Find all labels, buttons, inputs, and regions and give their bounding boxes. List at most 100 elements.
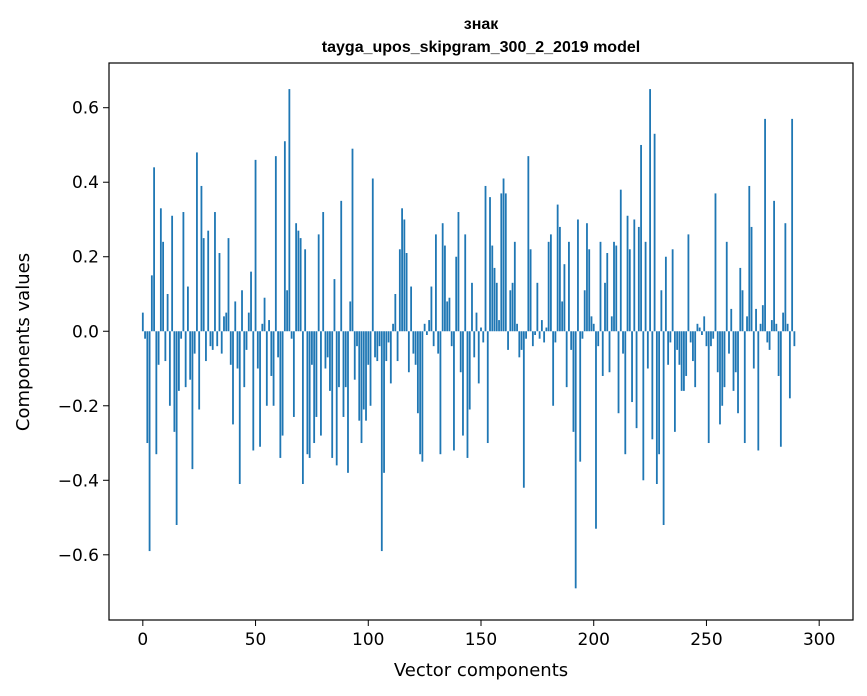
- bar: [651, 331, 654, 440]
- bar: [344, 331, 347, 388]
- y-tick-label: 0.4: [72, 173, 99, 193]
- bar: [353, 331, 356, 380]
- bar: [739, 267, 742, 332]
- bar: [196, 152, 198, 332]
- bar: [723, 331, 726, 388]
- bar: [518, 331, 521, 358]
- bar: [385, 331, 388, 362]
- bar: [491, 245, 494, 332]
- bar: [331, 331, 334, 458]
- bar: [734, 331, 737, 373]
- bar: [396, 331, 399, 362]
- bar: [281, 331, 284, 436]
- bar: [547, 241, 550, 332]
- bar: [741, 290, 744, 332]
- bar: [743, 331, 746, 444]
- y-tick-label: 0.0: [72, 322, 99, 342]
- bar: [466, 331, 469, 458]
- bar: [446, 301, 449, 332]
- bar: [347, 331, 349, 473]
- bar: [351, 148, 354, 332]
- bar: [457, 212, 460, 332]
- bar: [245, 331, 248, 350]
- bar: [556, 204, 559, 332]
- bar: [527, 156, 530, 332]
- bar: [750, 226, 753, 332]
- bar: [270, 331, 273, 376]
- y-tick-label: −0.4: [58, 471, 99, 491]
- bar: [279, 331, 282, 458]
- bar: [412, 331, 415, 354]
- bar: [710, 331, 712, 347]
- bar: [707, 331, 710, 444]
- bar: [283, 141, 286, 332]
- bar: [597, 331, 600, 347]
- bar: [615, 245, 618, 332]
- bar: [277, 331, 279, 358]
- bar: [437, 331, 440, 354]
- bar: [394, 293, 397, 332]
- bar: [757, 331, 760, 451]
- bar: [229, 331, 232, 365]
- bar: [601, 331, 604, 376]
- bar: [504, 193, 507, 332]
- bar: [509, 290, 512, 332]
- bar: [779, 331, 782, 447]
- bar: [441, 223, 444, 332]
- bar: [559, 226, 561, 332]
- bar: [335, 331, 338, 466]
- bar: [552, 331, 555, 406]
- bar: [577, 219, 579, 332]
- bar: [191, 331, 194, 470]
- bar: [791, 118, 794, 332]
- bar: [622, 331, 624, 354]
- bar: [784, 223, 787, 332]
- bar: [171, 215, 174, 332]
- bar: [304, 249, 307, 332]
- bar: [554, 331, 557, 343]
- bar: [464, 234, 467, 332]
- bar: [150, 275, 153, 332]
- bar: [317, 234, 320, 332]
- bar: [525, 331, 527, 339]
- bar: [207, 230, 210, 332]
- bar: [462, 331, 464, 436]
- bar: [737, 331, 739, 414]
- bar: [247, 312, 250, 332]
- bar: [268, 320, 270, 332]
- bar: [631, 331, 633, 403]
- bar: [227, 238, 230, 332]
- bar: [371, 178, 374, 332]
- bar: [155, 331, 158, 455]
- plot-area-frame: [108, 62, 854, 621]
- bar: [182, 212, 185, 332]
- bar: [432, 331, 435, 347]
- bar: [403, 219, 406, 332]
- bar: [378, 331, 381, 347]
- bar: [766, 331, 769, 343]
- bar: [455, 256, 458, 332]
- bar: [502, 178, 505, 332]
- bar: [211, 331, 214, 350]
- x-axis: 0 50 100 150 200 250 300: [137, 620, 835, 650]
- bar: [574, 331, 577, 589]
- bar: [223, 316, 225, 332]
- bar: [768, 331, 771, 350]
- bar: [698, 327, 701, 332]
- bar: [701, 331, 703, 335]
- bar: [590, 316, 593, 332]
- bar: [428, 320, 431, 332]
- bar: [148, 331, 151, 552]
- bar: [333, 279, 336, 332]
- bar: [746, 316, 748, 332]
- bar: [162, 241, 165, 332]
- bar: [187, 286, 189, 332]
- bar: [683, 331, 685, 391]
- bar: [220, 331, 223, 354]
- bar: [320, 331, 322, 436]
- bar: [606, 253, 609, 332]
- bar: [773, 200, 775, 332]
- bar: [619, 189, 622, 332]
- y-tick-label: 0.2: [72, 248, 99, 268]
- bar: [205, 331, 207, 362]
